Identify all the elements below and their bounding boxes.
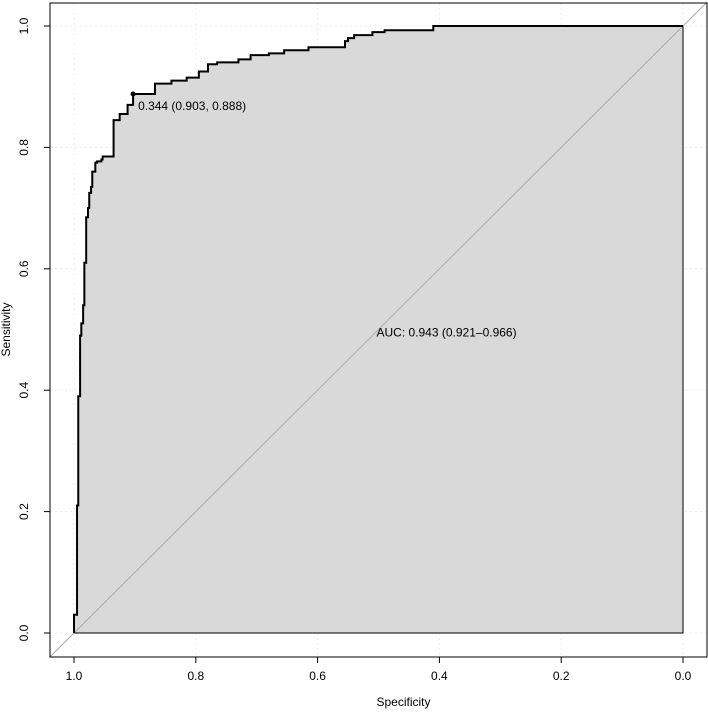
diagonal-line	[49, 1, 708, 658]
y-tick-label: 0.8	[17, 139, 31, 156]
threshold-point	[130, 91, 136, 97]
x-axis-title: Specificity	[376, 695, 430, 709]
y-tick-label: 0.4	[17, 382, 31, 399]
y-tick-label: 0.6	[17, 260, 31, 277]
reference-diagonal	[49, 1, 708, 658]
x-tick-label: 0.0	[675, 669, 692, 683]
y-tick-label: 0.2	[17, 503, 31, 520]
y-tick-label: 1.0	[17, 17, 31, 34]
annotations: 0.344 (0.903, 0.888) AUC: 0.943 (0.921–0…	[130, 91, 517, 340]
y-tick-label: 0.0	[17, 624, 31, 641]
auc-label: AUC: 0.943 (0.921–0.966)	[377, 326, 517, 340]
x-tick-label: 0.8	[187, 669, 204, 683]
y-axis-title: Sensitivity	[0, 302, 13, 356]
x-tick-label: 1.0	[66, 669, 83, 683]
roc-curve-line	[73, 25, 683, 633]
y-axis: 0.0 0.2 0.4 0.6 0.8 1.0	[17, 17, 51, 641]
x-tick-label: 0.4	[431, 669, 448, 683]
x-tick-label: 0.6	[309, 669, 326, 683]
x-tick-label: 0.2	[553, 669, 570, 683]
roc-curve	[73, 25, 683, 633]
x-axis: 1.0 0.8 0.6 0.4 0.2 0.0	[66, 656, 692, 683]
threshold-label: 0.344 (0.903, 0.888)	[138, 99, 246, 113]
